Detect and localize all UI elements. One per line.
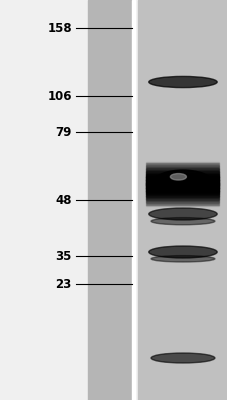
Bar	[146, 177, 218, 178]
Bar	[146, 201, 218, 202]
Ellipse shape	[148, 246, 216, 258]
Ellipse shape	[150, 218, 214, 225]
Bar	[146, 192, 218, 194]
Bar	[146, 169, 218, 170]
Text: 79: 79	[55, 126, 72, 138]
Bar	[146, 199, 218, 200]
Bar	[146, 171, 218, 172]
Bar	[146, 182, 218, 183]
Ellipse shape	[155, 170, 209, 190]
Bar	[146, 162, 218, 163]
Text: 35: 35	[55, 250, 72, 262]
Bar	[146, 180, 218, 181]
Bar	[146, 165, 218, 166]
Bar	[146, 205, 218, 206]
Bar	[146, 192, 218, 193]
Ellipse shape	[170, 174, 186, 180]
Bar	[146, 185, 218, 186]
Bar	[146, 204, 218, 206]
Bar	[146, 175, 218, 176]
Bar	[146, 188, 218, 189]
Ellipse shape	[150, 256, 214, 262]
Bar	[146, 174, 218, 176]
Bar	[0, 0, 87, 400]
Bar	[146, 184, 218, 185]
Bar	[146, 196, 218, 197]
Bar	[146, 190, 218, 192]
Bar	[146, 164, 218, 165]
Bar	[146, 184, 218, 186]
Bar	[146, 193, 218, 194]
Bar	[146, 168, 218, 169]
Ellipse shape	[148, 208, 216, 220]
Bar	[146, 170, 218, 172]
Bar	[146, 179, 218, 180]
Bar	[146, 176, 218, 177]
Bar	[146, 188, 218, 189]
Bar	[146, 198, 218, 200]
Bar	[146, 182, 218, 184]
Bar	[146, 166, 218, 167]
Bar	[146, 178, 218, 179]
Bar	[146, 195, 218, 196]
Bar	[146, 176, 218, 178]
Bar	[132, 0, 134, 400]
Bar	[137, 0, 227, 400]
Bar	[146, 181, 218, 182]
Bar	[146, 167, 218, 168]
Bar	[146, 174, 218, 175]
Bar	[146, 202, 218, 203]
Bar	[146, 172, 218, 173]
Bar	[146, 189, 218, 190]
Bar	[146, 163, 218, 164]
Bar	[146, 166, 218, 167]
Text: 48: 48	[55, 194, 72, 206]
Bar	[87, 0, 132, 400]
Bar	[146, 191, 218, 192]
Bar	[146, 196, 218, 198]
Bar	[146, 200, 218, 201]
Bar	[146, 203, 218, 204]
Bar	[146, 173, 218, 174]
Text: 158: 158	[47, 22, 72, 34]
Bar	[146, 179, 218, 180]
Ellipse shape	[150, 353, 214, 363]
Ellipse shape	[148, 76, 216, 88]
Bar	[146, 183, 218, 184]
Bar	[146, 186, 218, 187]
Bar	[146, 198, 218, 199]
Bar	[146, 190, 218, 191]
Bar	[146, 201, 218, 202]
Text: 23: 23	[55, 278, 72, 290]
Text: 106: 106	[47, 90, 72, 102]
Bar	[146, 170, 218, 171]
Bar	[146, 162, 218, 164]
Bar	[146, 168, 218, 170]
Bar	[146, 197, 218, 198]
Bar	[146, 194, 218, 195]
Bar	[146, 187, 218, 188]
Bar	[146, 204, 218, 205]
